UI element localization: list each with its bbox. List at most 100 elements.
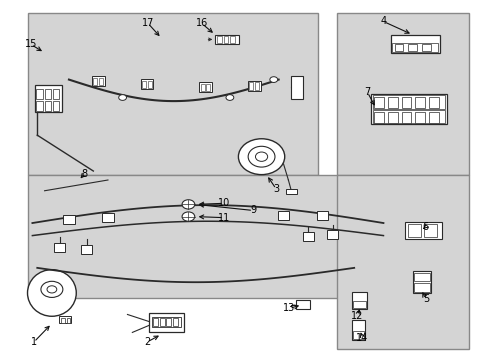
FancyBboxPatch shape bbox=[316, 211, 328, 220]
FancyBboxPatch shape bbox=[81, 244, 92, 253]
Ellipse shape bbox=[41, 281, 63, 297]
FancyBboxPatch shape bbox=[387, 97, 397, 108]
Circle shape bbox=[119, 95, 126, 100]
FancyBboxPatch shape bbox=[153, 319, 158, 326]
Text: 11: 11 bbox=[218, 213, 230, 222]
FancyBboxPatch shape bbox=[93, 78, 97, 85]
FancyBboxPatch shape bbox=[215, 35, 238, 44]
FancyBboxPatch shape bbox=[141, 79, 153, 89]
Circle shape bbox=[225, 95, 233, 100]
FancyBboxPatch shape bbox=[149, 313, 183, 332]
Ellipse shape bbox=[27, 270, 76, 316]
FancyBboxPatch shape bbox=[53, 89, 59, 99]
FancyBboxPatch shape bbox=[247, 81, 260, 91]
FancyBboxPatch shape bbox=[290, 76, 303, 99]
FancyBboxPatch shape bbox=[53, 101, 59, 111]
FancyBboxPatch shape bbox=[249, 82, 253, 90]
FancyBboxPatch shape bbox=[199, 82, 211, 92]
FancyBboxPatch shape bbox=[413, 273, 429, 282]
FancyBboxPatch shape bbox=[414, 112, 424, 123]
FancyBboxPatch shape bbox=[372, 95, 444, 109]
Ellipse shape bbox=[238, 139, 284, 175]
Text: 13: 13 bbox=[283, 303, 295, 314]
FancyBboxPatch shape bbox=[412, 271, 430, 293]
FancyBboxPatch shape bbox=[27, 175, 390, 298]
FancyBboxPatch shape bbox=[102, 213, 114, 222]
FancyBboxPatch shape bbox=[428, 97, 438, 108]
Text: 3: 3 bbox=[273, 184, 279, 194]
FancyBboxPatch shape bbox=[173, 319, 178, 326]
FancyBboxPatch shape bbox=[373, 97, 383, 108]
Text: 9: 9 bbox=[250, 206, 256, 216]
FancyBboxPatch shape bbox=[36, 101, 42, 111]
Text: 8: 8 bbox=[81, 168, 87, 179]
Ellipse shape bbox=[255, 152, 267, 161]
FancyBboxPatch shape bbox=[36, 89, 42, 99]
FancyBboxPatch shape bbox=[59, 316, 71, 323]
FancyBboxPatch shape bbox=[148, 81, 152, 88]
Text: 4: 4 bbox=[380, 17, 386, 27]
FancyBboxPatch shape bbox=[61, 319, 64, 323]
Text: 15: 15 bbox=[25, 40, 37, 49]
FancyBboxPatch shape bbox=[401, 112, 410, 123]
FancyBboxPatch shape bbox=[166, 319, 171, 326]
Ellipse shape bbox=[47, 286, 57, 293]
FancyBboxPatch shape bbox=[401, 97, 410, 108]
FancyBboxPatch shape bbox=[390, 36, 439, 53]
FancyBboxPatch shape bbox=[351, 292, 366, 309]
FancyBboxPatch shape bbox=[35, 85, 61, 112]
FancyBboxPatch shape bbox=[373, 112, 383, 123]
FancyBboxPatch shape bbox=[327, 230, 337, 239]
FancyBboxPatch shape bbox=[200, 84, 204, 91]
Ellipse shape bbox=[247, 146, 274, 167]
FancyBboxPatch shape bbox=[413, 283, 429, 292]
FancyBboxPatch shape bbox=[336, 13, 468, 175]
FancyBboxPatch shape bbox=[351, 320, 365, 339]
FancyBboxPatch shape bbox=[54, 243, 65, 252]
FancyBboxPatch shape bbox=[414, 97, 424, 108]
Circle shape bbox=[269, 77, 277, 82]
FancyBboxPatch shape bbox=[230, 36, 235, 42]
FancyBboxPatch shape bbox=[394, 44, 403, 51]
FancyBboxPatch shape bbox=[99, 78, 103, 85]
FancyBboxPatch shape bbox=[372, 110, 444, 123]
FancyBboxPatch shape bbox=[206, 84, 210, 91]
FancyBboxPatch shape bbox=[421, 44, 430, 51]
FancyBboxPatch shape bbox=[216, 36, 221, 42]
FancyBboxPatch shape bbox=[423, 225, 436, 237]
FancyBboxPatch shape bbox=[285, 189, 296, 194]
FancyBboxPatch shape bbox=[428, 112, 438, 123]
Text: 10: 10 bbox=[218, 198, 230, 208]
FancyBboxPatch shape bbox=[336, 175, 468, 348]
Text: 7: 7 bbox=[364, 87, 370, 97]
FancyBboxPatch shape bbox=[295, 300, 310, 309]
FancyBboxPatch shape bbox=[92, 76, 104, 86]
Text: 12: 12 bbox=[351, 311, 363, 320]
FancyBboxPatch shape bbox=[277, 211, 289, 220]
FancyBboxPatch shape bbox=[159, 319, 164, 326]
FancyBboxPatch shape bbox=[44, 101, 51, 111]
FancyBboxPatch shape bbox=[27, 13, 317, 175]
FancyBboxPatch shape bbox=[407, 225, 420, 237]
FancyBboxPatch shape bbox=[370, 94, 446, 125]
Text: 16: 16 bbox=[195, 18, 207, 28]
Circle shape bbox=[182, 200, 194, 209]
FancyBboxPatch shape bbox=[387, 112, 397, 123]
FancyBboxPatch shape bbox=[303, 232, 313, 241]
Text: 1: 1 bbox=[31, 337, 37, 347]
FancyBboxPatch shape bbox=[44, 89, 51, 99]
FancyBboxPatch shape bbox=[223, 36, 228, 42]
Text: 6: 6 bbox=[422, 222, 428, 231]
FancyBboxPatch shape bbox=[407, 44, 416, 51]
FancyBboxPatch shape bbox=[152, 317, 181, 327]
FancyBboxPatch shape bbox=[352, 330, 363, 338]
FancyBboxPatch shape bbox=[352, 301, 365, 308]
FancyBboxPatch shape bbox=[63, 215, 75, 224]
FancyBboxPatch shape bbox=[142, 81, 146, 88]
Text: 17: 17 bbox=[142, 18, 154, 28]
FancyBboxPatch shape bbox=[405, 222, 441, 239]
FancyBboxPatch shape bbox=[255, 82, 259, 90]
Circle shape bbox=[182, 212, 194, 221]
FancyBboxPatch shape bbox=[391, 42, 437, 51]
Text: 2: 2 bbox=[143, 337, 150, 347]
